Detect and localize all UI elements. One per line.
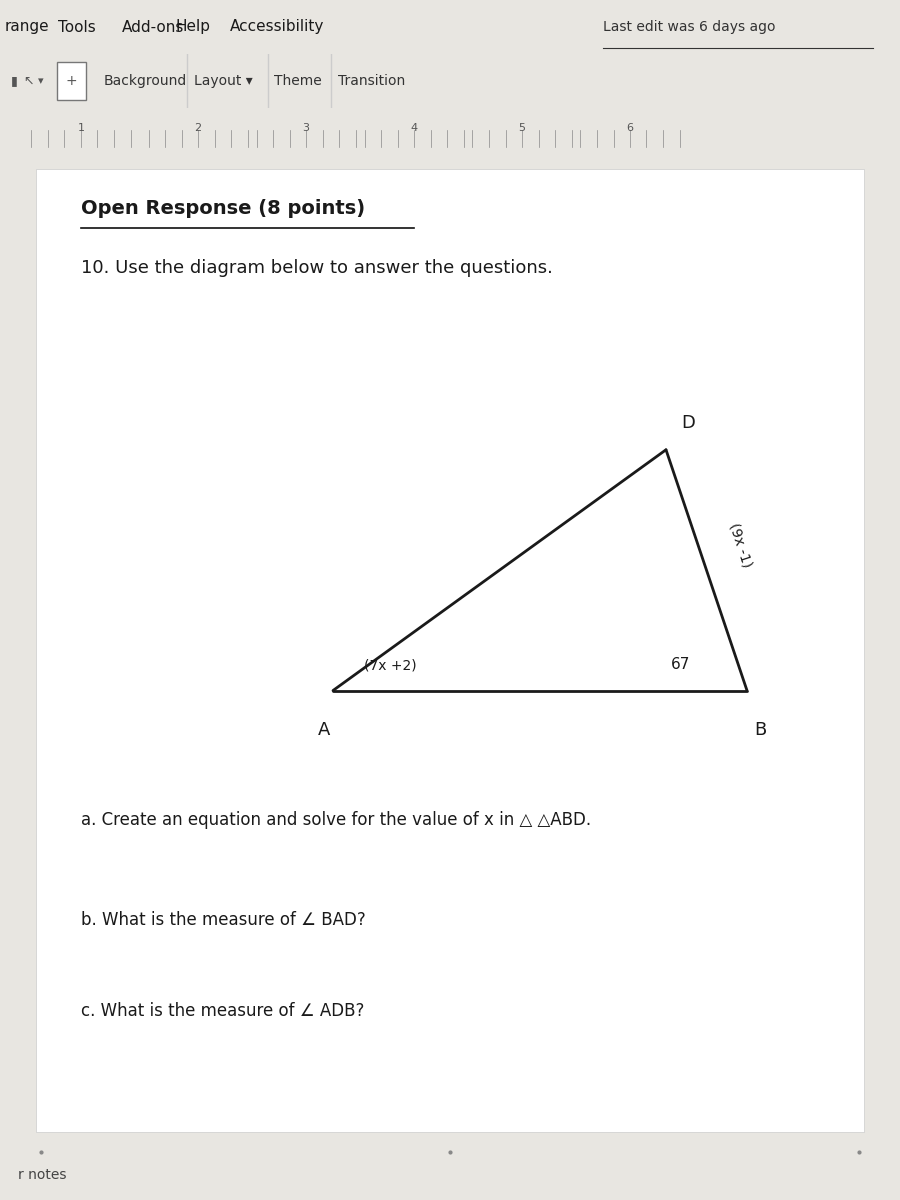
Text: range: range [4,19,50,35]
Text: Transition: Transition [338,74,405,88]
Text: 1: 1 [77,124,85,133]
Text: a. Create an equation and solve for the value of x in △ △ABD.: a. Create an equation and solve for the … [81,811,591,829]
Text: 67: 67 [670,658,690,672]
Text: Open Response (8 points): Open Response (8 points) [81,199,365,218]
Text: A: A [318,721,330,739]
Text: Help: Help [176,19,211,35]
Text: Tools: Tools [58,19,96,35]
Text: +: + [66,74,77,88]
Text: D: D [681,414,696,432]
FancyBboxPatch shape [36,169,864,1132]
Text: 4: 4 [410,124,418,133]
Text: 3: 3 [302,124,310,133]
Text: B: B [754,721,767,739]
Text: (7x +2): (7x +2) [364,659,417,672]
Text: Last edit was 6 days ago: Last edit was 6 days ago [603,20,776,34]
Text: 2: 2 [194,124,202,133]
Text: ↖: ↖ [23,74,34,88]
Text: c. What is the measure of ∠ ADB?: c. What is the measure of ∠ ADB? [81,1002,365,1020]
Text: ▮: ▮ [11,74,18,88]
Text: Background: Background [104,74,187,88]
Text: b. What is the measure of ∠ BAD?: b. What is the measure of ∠ BAD? [81,911,365,929]
Text: Theme: Theme [274,74,322,88]
Text: Layout ▾: Layout ▾ [194,74,252,88]
Text: Accessibility: Accessibility [230,19,324,35]
Text: (9x -1): (9x -1) [727,521,754,569]
Text: 10. Use the diagram below to answer the questions.: 10. Use the diagram below to answer the … [81,259,553,277]
Text: ▾: ▾ [38,76,43,86]
Text: 6: 6 [626,124,634,133]
Text: 5: 5 [518,124,526,133]
Text: Add-ons: Add-ons [122,19,184,35]
FancyBboxPatch shape [57,62,86,100]
Text: r notes: r notes [18,1168,67,1182]
